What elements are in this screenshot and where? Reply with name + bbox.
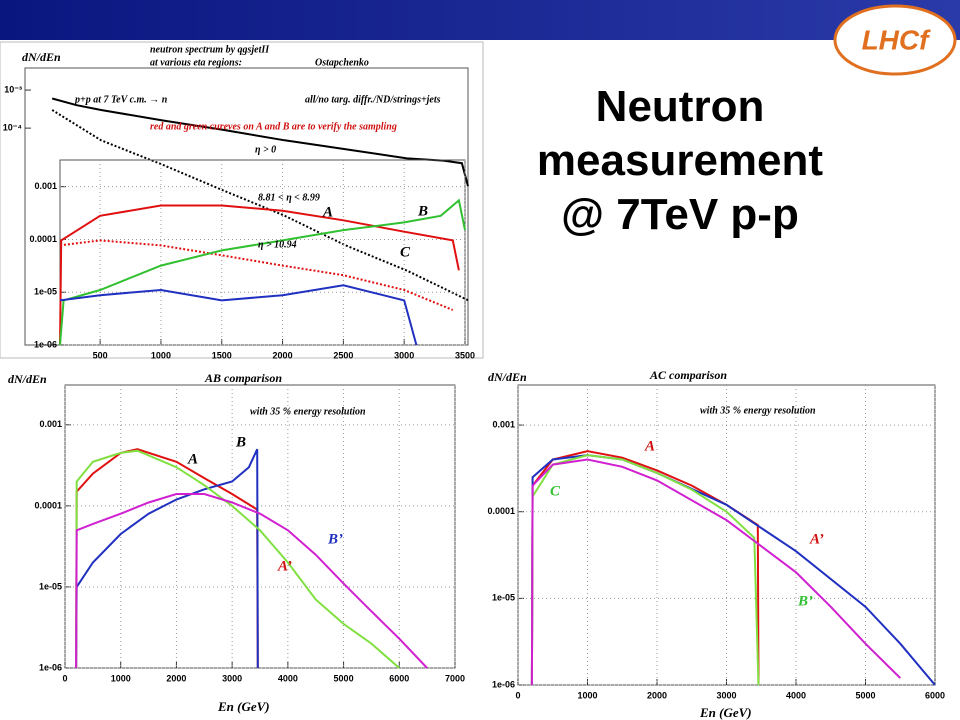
annotation: all/no targ. diffr./ND/strings+jets: [305, 94, 441, 105]
y-tick-label: 0.0001: [34, 500, 62, 510]
x-tick-label: 0: [515, 690, 520, 700]
annotation: neutron spectrum by qgsjetII: [150, 44, 270, 55]
y-tick-label: 0.0001: [29, 234, 57, 244]
annotation: at various eta regions:: [150, 57, 242, 68]
y-tick-label: 1e-06: [34, 339, 57, 349]
x-tick-label: 7000: [445, 673, 465, 683]
y-tick-label: 1e-06: [39, 662, 62, 672]
annotation: C: [400, 244, 411, 260]
x-tick-label: 1000: [111, 673, 131, 683]
x-tick-label: 6000: [925, 690, 945, 700]
plot-frame: [24, 67, 469, 346]
x-tick-label: 5000: [334, 673, 354, 683]
y-tick-label: 1e-05: [34, 287, 57, 297]
series-line: [75, 448, 259, 669]
x-tick-label: 2000: [166, 673, 186, 683]
plot-frame: [64, 384, 456, 669]
x-tick-label: 2000: [273, 350, 293, 360]
y-tick-label: 10⁻³: [4, 84, 22, 94]
title-line: Neutron: [595, 82, 765, 131]
annotation: with 35 % energy resolution: [250, 406, 366, 417]
x-tick-label: 1000: [151, 350, 171, 360]
x-axis-label: En (GeV): [217, 699, 270, 714]
logo-text: LHCf: [862, 24, 932, 55]
series-line: [59, 284, 418, 346]
y-tick-label: 1e-05: [39, 581, 62, 591]
annotation: A’: [809, 531, 824, 547]
annotation: A’: [277, 558, 292, 574]
y-tick-label: 10⁻⁴: [3, 122, 22, 132]
annotation: Ostapchenko: [315, 57, 369, 68]
x-tick-label: 500: [93, 350, 108, 360]
y-tick-label: 0.0001: [487, 506, 515, 516]
x-tick-label: 3500: [455, 350, 475, 360]
annotation: η > 0: [255, 144, 276, 155]
header-band: [0, 0, 960, 40]
series-line: [59, 239, 454, 311]
series-line: [59, 204, 460, 346]
y-tick-label: 1e-05: [492, 593, 515, 603]
y-tick-label: 1e-06: [492, 679, 515, 689]
annotation: B’: [327, 531, 343, 547]
x-tick-label: 4000: [786, 690, 806, 700]
annotation: red and green cureves on A and B are to …: [150, 121, 397, 132]
y-tick-label: 0.001: [39, 419, 62, 429]
chart-title: AC comparison: [649, 368, 727, 382]
series-line: [75, 449, 400, 669]
series-line: [75, 448, 259, 669]
title-line: measurement: [536, 136, 824, 185]
logo-badge: [833, 4, 957, 76]
annotation: A: [322, 204, 333, 220]
y-axis-label: dN/dEn: [22, 50, 61, 64]
x-axis-label: En (GeV): [699, 705, 752, 720]
series-line: [530, 458, 902, 686]
annotation: with 35 % energy resolution: [700, 405, 816, 416]
x-tick-label: 6000: [389, 673, 409, 683]
annotation: 8.81 < η < 8.99: [258, 192, 320, 203]
annotation: B: [417, 203, 428, 219]
annotation: C: [550, 483, 561, 499]
chart-title: AB comparison: [204, 371, 282, 385]
x-tick-label: 3000: [716, 690, 736, 700]
y-axis-label: dN/dEn: [8, 372, 47, 386]
x-tick-label: 4000: [278, 673, 298, 683]
series-line: [75, 493, 428, 669]
annotation: p+p at 7 TeV c.m. → n: [74, 94, 168, 105]
series-line: [530, 454, 760, 686]
slide-title: Neutron measurement @ 7TeV p-p: [490, 80, 870, 242]
x-tick-label: 3000: [222, 673, 242, 683]
x-tick-label: 0: [62, 673, 67, 683]
annotation: A: [644, 438, 655, 454]
x-tick-label: 1000: [577, 690, 597, 700]
x-tick-label: 2500: [333, 350, 353, 360]
y-tick-label: 0.001: [34, 181, 57, 191]
x-tick-label: 3000: [394, 350, 414, 360]
x-tick-label: 5000: [855, 690, 875, 700]
plot-frame: [517, 384, 936, 686]
annotation: A: [187, 451, 198, 467]
x-tick-label: 1500: [212, 350, 232, 360]
x-tick-label: 2000: [647, 690, 667, 700]
y-axis-label: dN/dEn: [488, 370, 527, 384]
annotation: B: [235, 434, 246, 450]
series-line: [51, 109, 469, 302]
series-line: [51, 97, 469, 187]
y-tick-label: 0.001: [492, 419, 515, 429]
annotation: η > 10.94: [258, 239, 297, 250]
series-line: [59, 198, 466, 346]
title-line: @ 7TeV p-p: [561, 190, 799, 239]
annotation: B’: [797, 593, 813, 609]
